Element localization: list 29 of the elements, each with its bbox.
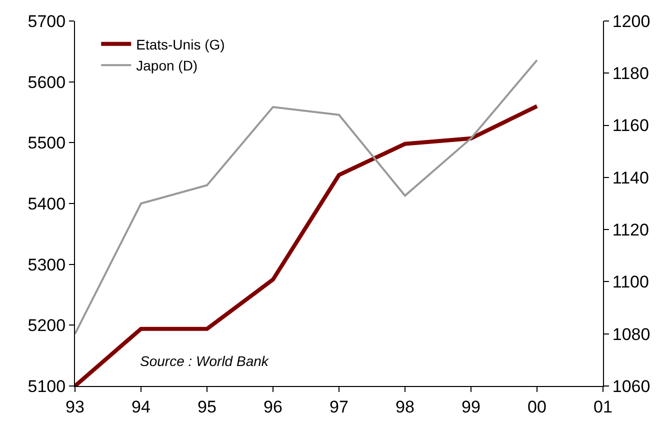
y2-tick-label: 1100	[612, 272, 649, 292]
x-tick-label: 94	[132, 397, 150, 416]
y2-tick-label: 1060	[612, 376, 650, 396]
y-tick-label: 5400	[28, 194, 66, 214]
y-tick-label: 5700	[28, 12, 66, 31]
y2-tick-label: 1200	[612, 12, 650, 31]
y2-tick-label: 1140	[612, 168, 649, 188]
y2-tick-label: 1180	[612, 64, 649, 84]
legend-label: Etats-Unis (G)	[136, 36, 225, 52]
line-series	[75, 59, 538, 335]
line-series	[75, 104, 539, 386]
x-tick-label: 96	[264, 397, 282, 416]
x-tick-label: 93	[66, 397, 84, 416]
y-tick-label: 5300	[28, 255, 66, 274]
x-tick-label: 01	[594, 397, 612, 416]
y-tick-label: 5100	[28, 376, 66, 396]
legend-label: Japon (D)	[136, 58, 198, 74]
annotation: Source : World Bank	[140, 353, 270, 369]
x-tick-label: 95	[198, 397, 216, 416]
x-tick-label: 98	[396, 397, 414, 416]
x-tick-label: 97	[330, 397, 348, 416]
x-tick-label: 00	[528, 397, 546, 416]
y-tick-label: 5200	[28, 316, 66, 336]
x-tick-label: 99	[462, 397, 480, 416]
y2-tick-label: 1160	[612, 116, 649, 136]
y-tick-label: 5600	[28, 72, 66, 92]
y-tick-label: 5500	[28, 134, 66, 153]
y2-tick-label: 1120	[612, 220, 649, 240]
y2-tick-label: 1080	[612, 324, 650, 344]
